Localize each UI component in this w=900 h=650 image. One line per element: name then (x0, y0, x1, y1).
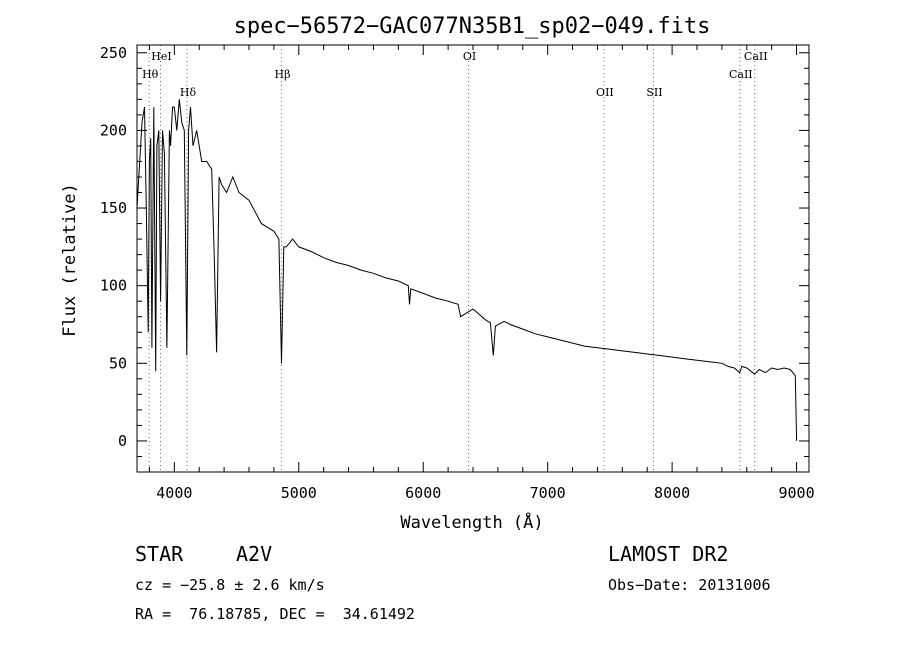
y-axis-label: Flux (relative) (60, 183, 80, 337)
marker-label: HeI (151, 50, 171, 63)
x-tick-label: 5000 (281, 484, 317, 502)
chart-title: spec−56572−GAC077N35B1_sp02−049.fits (234, 14, 711, 39)
x-tick-label: 7000 (530, 484, 566, 502)
marker-label: Hδ (180, 86, 197, 99)
marker-label: CaII (729, 68, 753, 81)
y-tick-label: 100 (100, 277, 127, 295)
object-type: STAR (135, 542, 184, 566)
x-axis-label: Wavelength (Å) (400, 511, 543, 533)
x-tick-label: 6000 (405, 484, 441, 502)
y-tick-label: 0 (118, 432, 127, 450)
marker-label: SII (646, 86, 662, 99)
observation-date: Obs−Date: 20131006 (608, 576, 771, 594)
spectral-class: A2V (236, 542, 273, 566)
line-markers: Hθ HeI Hδ Hβ OI OII SII CaII CaII (142, 45, 768, 472)
x-tick-label: 8000 (654, 484, 690, 502)
survey-name: LAMOST DR2 (608, 542, 729, 566)
marker-label: Hβ (275, 68, 291, 81)
plot-frame (136, 44, 810, 473)
marker-label: OII (596, 86, 614, 99)
marker-label: CaII (744, 50, 768, 63)
x-tick-label: 9000 (778, 484, 814, 502)
y-axis: 0 50 100 150 200 250 (100, 44, 809, 457)
y-tick-label: 200 (100, 121, 127, 139)
marker-label: OI (463, 50, 476, 63)
x-tick-label: 4000 (156, 484, 192, 502)
marker-label: Hθ (142, 68, 159, 81)
y-tick-label: 250 (100, 44, 127, 62)
y-tick-label: 150 (100, 199, 127, 217)
coordinates: RA = 76.18785, DEC = 34.61492 (135, 605, 415, 623)
x-axis: 4000 5000 6000 7000 8000 9000 (148, 45, 815, 502)
y-tick-label: 50 (109, 354, 127, 372)
redshift-info: cz = −25.8 ± 2.6 km/s (135, 576, 325, 594)
spectrum-line (136, 99, 798, 441)
